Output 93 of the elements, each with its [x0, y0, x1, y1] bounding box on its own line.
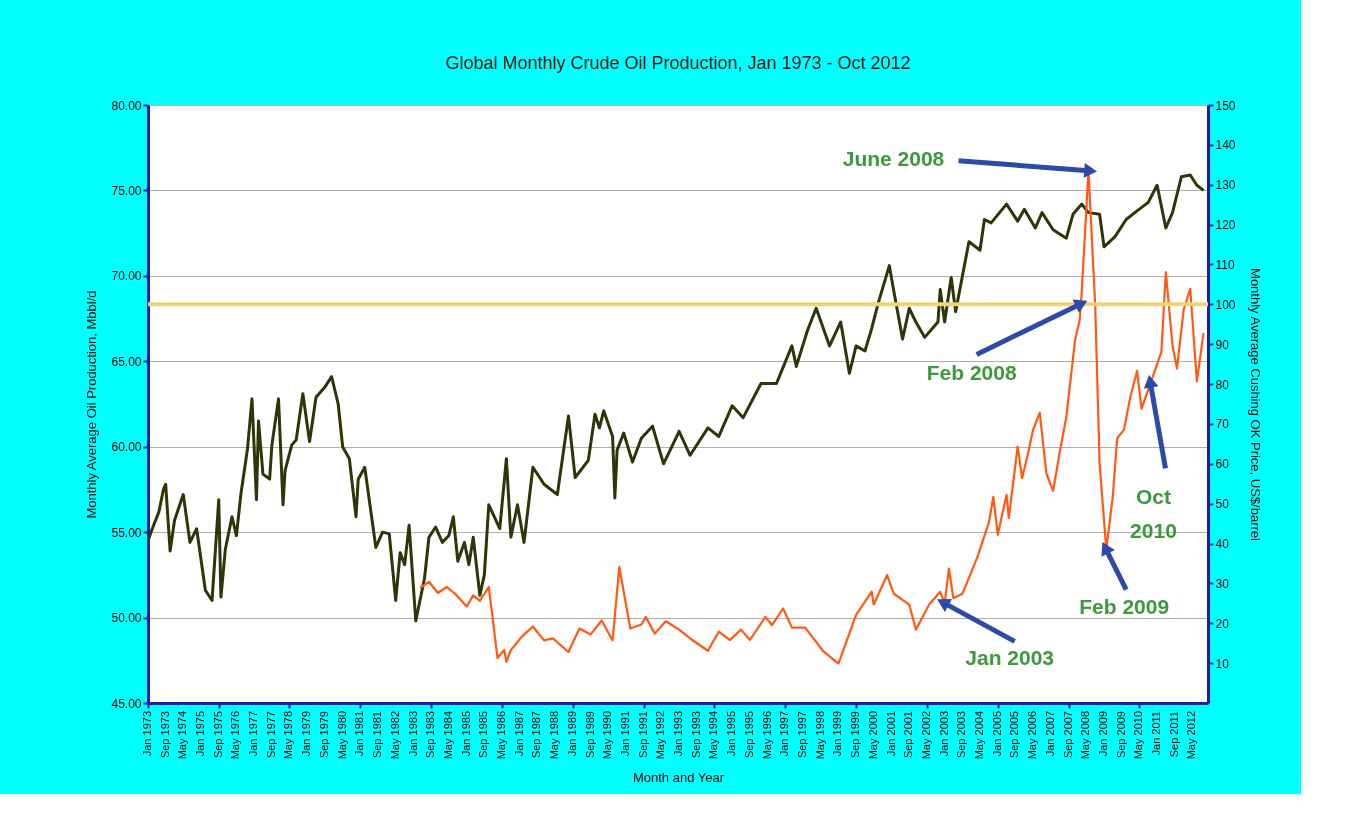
x-tick-label: Sep 1987 — [530, 711, 543, 759]
x-tick-label: Sep 1991 — [636, 711, 649, 759]
y2-tick-label: 80 — [1215, 377, 1230, 392]
x-tick-label: May 1974 — [176, 711, 189, 760]
x-tick-label: May 1976 — [229, 711, 242, 760]
y-tick-label: 75.00 — [111, 183, 142, 198]
line-series — [146, 173, 1206, 623]
x-tick-label: Jan 1983 — [406, 711, 419, 757]
y-tick-label: 60.00 — [111, 440, 142, 455]
x-tick-label: Jan 1975 — [194, 711, 207, 757]
x-tick-label: Jan 2005 — [990, 711, 1003, 757]
x-tick-label: Sep 1977 — [264, 711, 277, 759]
x-tick-label: May 1996 — [760, 711, 773, 760]
x-tick-label: Sep 1975 — [211, 711, 224, 759]
x-tick-label: May 2006 — [1026, 711, 1039, 760]
x-tick-label: Jan 1987 — [512, 711, 525, 757]
y-tick-label: 80.00 — [111, 98, 142, 113]
x-tick-label: Sep 2011 — [1167, 711, 1180, 758]
x-tick-label: Sep 1993 — [689, 711, 702, 759]
x-tick-label: May 1982 — [388, 711, 401, 760]
x-tick-label: May 2008 — [1079, 711, 1092, 760]
y-tick-label: 45.00 — [111, 696, 142, 711]
y-tick-label: 55.00 — [111, 525, 142, 540]
y2-axis-title: Monthly Average Cushing OK Price, US$/barrel — [1247, 268, 1263, 542]
x-tick-label: Jan 2001 — [884, 711, 897, 757]
annotation: Feb 2009 — [1079, 594, 1170, 618]
x-tick-label: Sep 1989 — [583, 711, 596, 759]
y-tick-label: 65.00 — [111, 354, 142, 369]
x-tick-label: Sep 1995 — [742, 711, 755, 759]
x-tick-label: Sep 2001 — [902, 711, 915, 759]
annotation: June 2008 — [842, 146, 945, 170]
x-tick-label: Jan 1973 — [141, 711, 153, 757]
x-tick-label: May 1988 — [548, 711, 561, 760]
y2-tick-label: 10 — [1215, 656, 1230, 671]
x-tick-label: Jan 2007 — [1043, 711, 1056, 757]
x-tick-label: May 1990 — [601, 711, 614, 760]
x-tick-label: Sep 2005 — [1008, 711, 1021, 759]
x-tick-label: Jan 2009 — [1097, 711, 1110, 757]
x-tick-label: May 1992 — [654, 711, 667, 760]
annotation: Oct 2010 — [1130, 485, 1177, 543]
x-tick-label: Jan 1979 — [300, 711, 313, 757]
x-axis-title: Month and Year — [632, 769, 725, 785]
chart-title: Global Monthly Crude Oil Production, Jan 1973 - Oct 2012 — [445, 53, 911, 73]
y2-tick-label: 30 — [1215, 576, 1230, 591]
y2-tick-label: 50 — [1215, 497, 1230, 512]
x-tick-label: Sep 2003 — [955, 711, 968, 759]
x-tick-label: Jan 1993 — [672, 711, 685, 757]
x-tick-label: Jan 1989 — [565, 711, 578, 757]
y2-tick-label: 130 — [1215, 178, 1236, 193]
x-tick-label: May 2012 — [1185, 711, 1198, 760]
x-tick-label: May 1994 — [707, 711, 720, 760]
x-tick-label: May 2010 — [1132, 711, 1145, 760]
y2-tick-label: 110 — [1215, 257, 1235, 272]
y2-tick-label: 140 — [1215, 138, 1236, 153]
x-tick-label: Jan 1991 — [618, 711, 631, 757]
y2-tick-label: 20 — [1215, 616, 1230, 631]
x-tick-label: May 2002 — [919, 711, 932, 760]
x-tick-label: Jan 1997 — [778, 711, 791, 757]
y-tick-label: 70.00 — [111, 269, 142, 284]
y2-tick-label: 150 — [1215, 98, 1236, 113]
x-tick-label: Jan 1981 — [353, 711, 366, 757]
x-tick-label: May 1978 — [282, 711, 295, 760]
y2-tick-label: 90 — [1215, 337, 1230, 352]
x-tick-label: Sep 1985 — [477, 711, 490, 759]
y2-tick-label: 100 — [1215, 297, 1236, 312]
x-tick-label: Sep 1997 — [796, 711, 809, 759]
x-tick-label: Sep 1981 — [371, 711, 384, 759]
x-tick-label: Sep 2009 — [1114, 711, 1127, 759]
annotation: Feb 2008 — [926, 361, 1017, 385]
x-tick-label: May 2004 — [972, 711, 985, 760]
x-tick-label: May 1986 — [494, 711, 507, 760]
x-tick-label: Sep 1999 — [849, 711, 862, 759]
x-tick-label: Jan 2003 — [937, 711, 950, 757]
x-tick-label: Sep 1979 — [317, 711, 330, 759]
x-tick-label: Sep 2007 — [1061, 711, 1074, 759]
x-tick-label: Jan 2011 — [1150, 711, 1163, 756]
x-tick-label: Sep 1973 — [158, 711, 171, 759]
y-axis-title: Monthly Average Oil Production, Mbbl/d — [84, 290, 100, 519]
x-tick-label: May 1984 — [441, 711, 454, 760]
x-tick-label: Jan 1977 — [247, 711, 260, 757]
y2-tick-label: 120 — [1215, 218, 1236, 233]
x-tick-label: Jan 1985 — [459, 711, 472, 757]
y2-tick-label: 70 — [1215, 417, 1230, 432]
x-tick-label: May 2000 — [866, 711, 879, 760]
y2-tick-label: 40 — [1215, 537, 1230, 552]
x-tick-label: May 1998 — [813, 711, 826, 760]
y2-tick-label: 60 — [1215, 457, 1230, 472]
x-tick-label: Jan 1995 — [725, 711, 738, 757]
annotation: Jan 2003 — [965, 646, 1055, 670]
y-tick-label: 50.00 — [111, 611, 142, 626]
x-tick-label: May 1980 — [335, 711, 348, 760]
x-tick-label: Sep 1983 — [424, 711, 437, 759]
x-tick-label: Jan 1999 — [831, 711, 844, 757]
